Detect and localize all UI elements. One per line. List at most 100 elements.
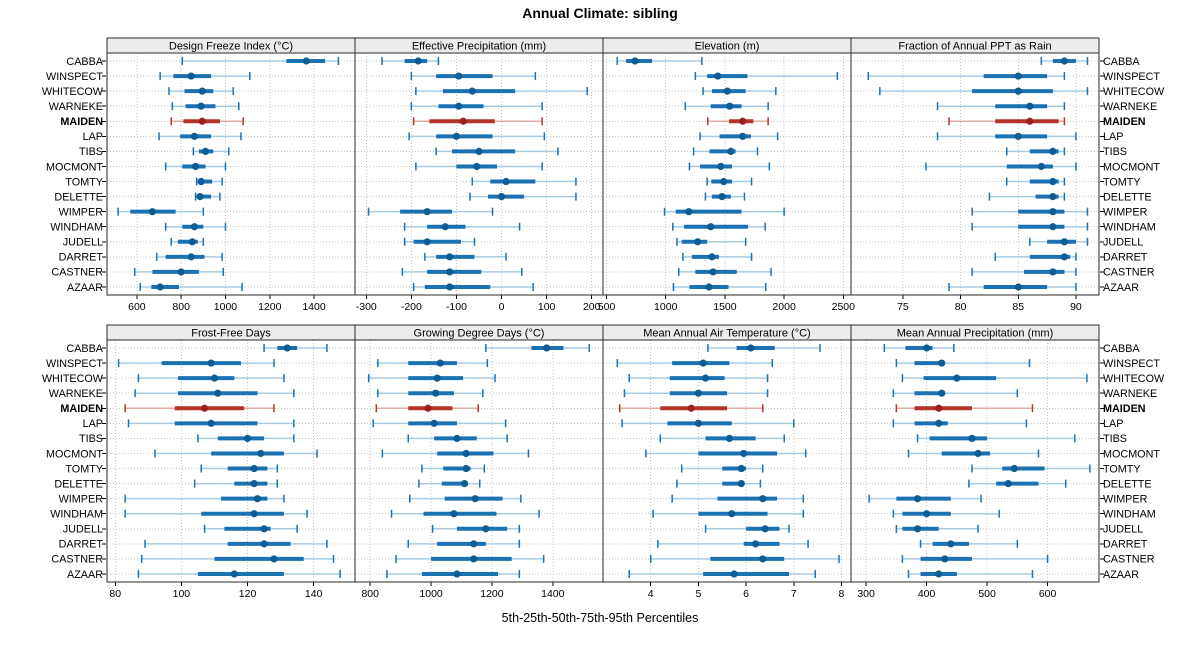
panel-strip-title: Mean Annual Precipitation (mm) xyxy=(897,328,1054,340)
median-dot xyxy=(714,72,722,80)
panel-bg xyxy=(355,340,603,582)
series-winspect xyxy=(410,72,537,81)
x-tick-label: 80 xyxy=(955,301,967,313)
x-tick-label: 6 xyxy=(743,588,749,600)
series-mocmont xyxy=(688,162,771,171)
series-wimper xyxy=(971,207,1089,216)
median-dot xyxy=(196,193,204,201)
median-dot xyxy=(720,177,728,186)
site-label-left-wimper: WIMPER xyxy=(59,493,104,505)
series-judell xyxy=(895,524,979,533)
site-label-right-judell: JUDELL xyxy=(1103,524,1143,536)
series-cabba xyxy=(616,57,703,65)
median-dot xyxy=(197,177,205,186)
series-wimper xyxy=(671,494,805,503)
site-label-left-warneke: WARNEKE xyxy=(49,101,103,113)
site-label-left-tomty: TOMTY xyxy=(65,463,103,475)
series-darret xyxy=(407,539,521,548)
series-mocmont xyxy=(415,162,543,171)
series-tibs xyxy=(659,434,785,443)
series-tomty xyxy=(471,177,577,186)
site-label-right-judell: JUDELL xyxy=(1103,237,1143,249)
series-windham xyxy=(892,509,1000,518)
site-label-right-windham: WINDHAM xyxy=(1103,222,1156,234)
x-tick-label: 5 xyxy=(695,588,701,600)
median-dot xyxy=(1026,117,1034,125)
site-label-right-wimper: WIMPER xyxy=(1103,206,1148,218)
series-whitecow xyxy=(168,87,234,96)
series-warneke xyxy=(377,389,484,398)
median-dot xyxy=(740,449,748,458)
site-label-right-azaar: AZAAR xyxy=(1103,569,1139,581)
median-dot xyxy=(470,555,478,563)
series-darret xyxy=(994,252,1077,261)
series-darret xyxy=(156,252,223,261)
site-label-left-maiden: MAIDEN xyxy=(60,403,103,415)
series-cabba xyxy=(707,344,821,352)
median-dot xyxy=(187,72,195,80)
series-cabba xyxy=(181,57,340,65)
series-judell xyxy=(1029,237,1089,246)
median-dot xyxy=(283,344,291,352)
median-dot xyxy=(747,344,755,352)
series-judell xyxy=(431,524,521,533)
x-tick-label: 85 xyxy=(1012,301,1024,313)
panel-bg xyxy=(603,340,851,582)
median-dot xyxy=(446,283,454,291)
series-delette xyxy=(418,479,481,488)
median-dot xyxy=(198,117,206,125)
panel-strip-title: Design Freeze Index (°C) xyxy=(169,41,293,53)
site-label-right-darret: DARRET xyxy=(1103,252,1148,264)
panel-strip-title: Frost-Free Days xyxy=(191,328,271,340)
median-dot xyxy=(455,72,463,80)
series-cabba xyxy=(1040,57,1089,65)
median-dot xyxy=(260,540,268,548)
panel-mean-annual-air-temperature-c: Mean Annual Air Temperature (°C) 4 5 6 7 8 xyxy=(602,324,852,600)
x-tick-label: -100 xyxy=(446,301,467,313)
series-tomty xyxy=(706,177,753,186)
series-azaar xyxy=(672,283,767,291)
site-label-left-warneke: WARNEKE xyxy=(49,388,103,400)
series-tibs xyxy=(916,434,1076,443)
series-delette xyxy=(676,479,762,488)
x-tick-label: 80 xyxy=(109,588,121,600)
series-mocmont xyxy=(154,449,318,458)
median-dot xyxy=(475,147,483,155)
series-winspect xyxy=(616,359,774,368)
site-label-right-mocmont: MOCMONT xyxy=(1103,161,1160,173)
series-wimper xyxy=(117,207,205,216)
median-dot xyxy=(1060,57,1068,65)
x-tick-label: 800 xyxy=(361,588,379,600)
panel-strip-title: Elevation (m) xyxy=(695,41,760,53)
x-tick-label: 0 xyxy=(499,301,505,313)
panel-strip-title: Mean Annual Air Temperature (°C) xyxy=(643,328,810,340)
site-label-left-cabba: CABBA xyxy=(66,56,103,68)
median-dot xyxy=(701,374,710,382)
site-label-right-lap: LAP xyxy=(1103,418,1123,430)
site-label-right-delette: DELETTE xyxy=(1103,191,1152,203)
x-tick-label: 8 xyxy=(839,588,845,600)
series-delette xyxy=(469,192,577,201)
site-label-right-cabba: CABBA xyxy=(1103,56,1140,68)
x-tick-label: 1500 xyxy=(713,301,737,313)
site-label-left-cabba: CABBA xyxy=(66,343,103,355)
median-dot xyxy=(502,177,510,186)
series-winspect xyxy=(694,72,839,81)
series-winspect xyxy=(117,359,275,368)
site-label-left-mocmont: MOCMONT xyxy=(46,161,103,173)
median-dot xyxy=(423,208,431,216)
x-tick-label: 4 xyxy=(648,588,654,600)
series-lap xyxy=(408,132,546,141)
site-label-right-darret: DARRET xyxy=(1103,539,1148,551)
series-mocmont xyxy=(381,449,530,458)
median-dot xyxy=(543,344,551,352)
series-cabba xyxy=(485,344,591,352)
panel-frost-free-days: Frost-Free Days 80 100 120 140 xyxy=(106,324,356,600)
series-windham xyxy=(652,509,805,518)
x-tick-label: 1000 xyxy=(214,301,238,313)
median-dot xyxy=(739,117,747,125)
site-label-left-azaar: AZAAR xyxy=(67,282,103,294)
series-lap xyxy=(158,132,242,141)
series-whitecow xyxy=(415,87,588,96)
